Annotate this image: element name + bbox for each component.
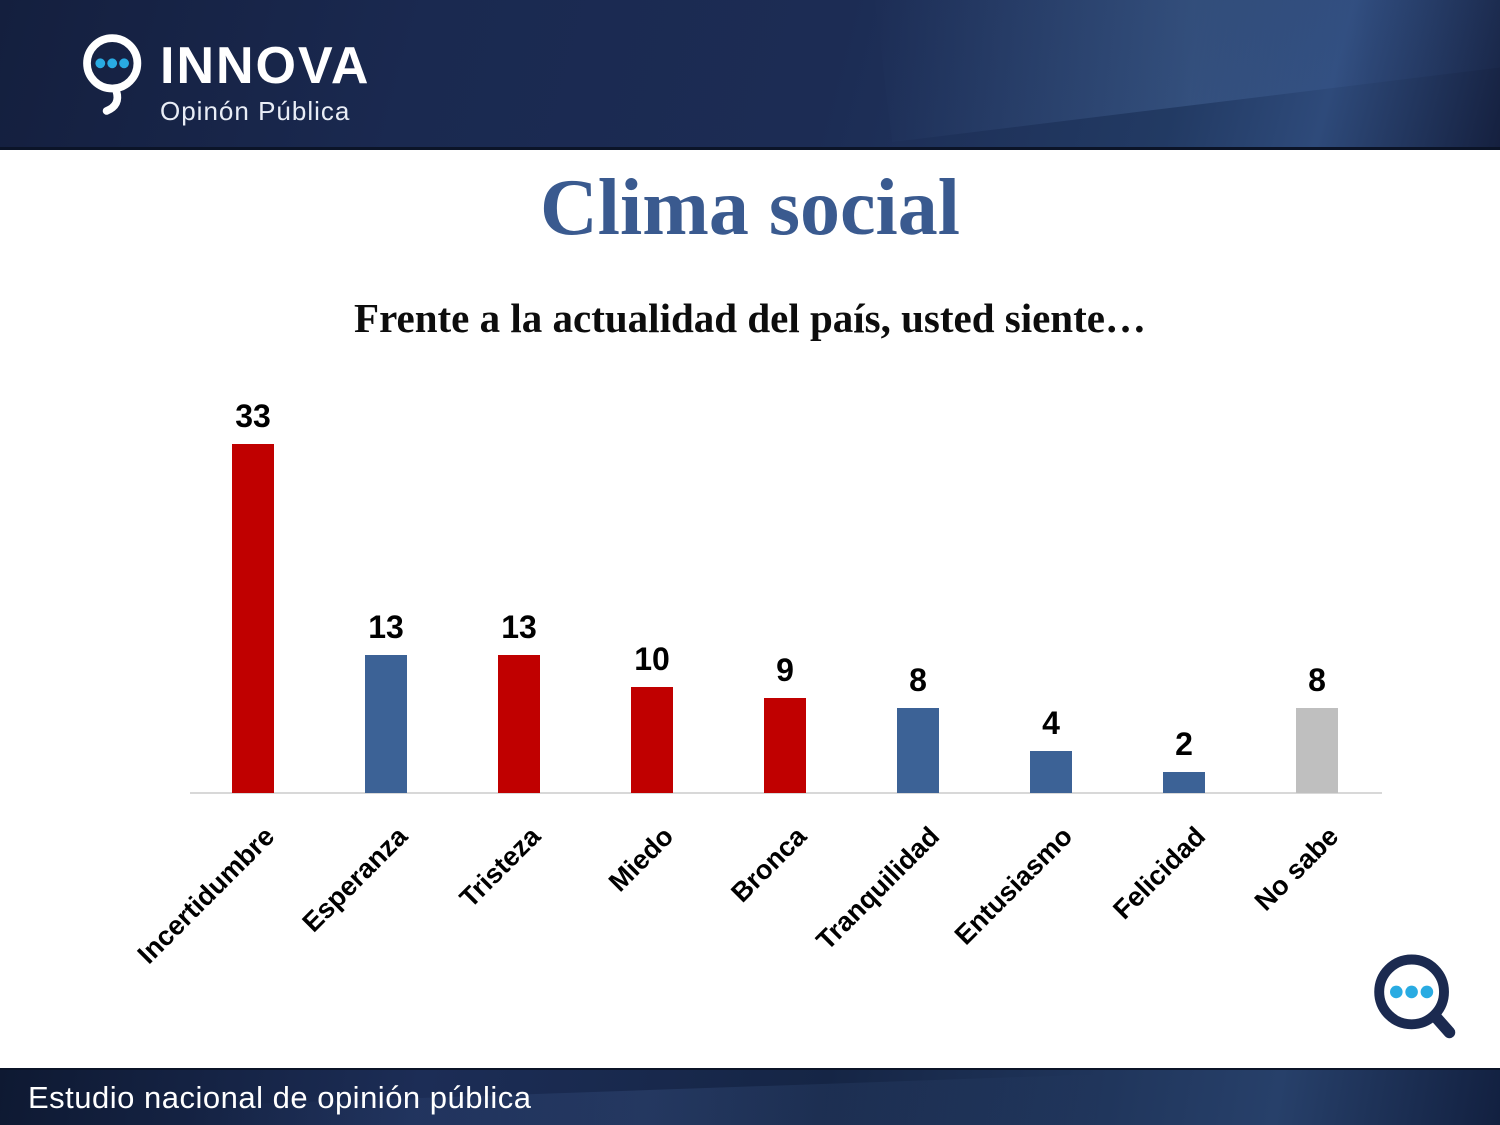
bar-incertidumbre bbox=[232, 444, 274, 793]
footer-band: Estudio nacional de opinión pública bbox=[0, 1068, 1500, 1125]
logo-text-block: INNOVA Opinón Pública bbox=[160, 32, 370, 127]
value-label-no-sabe: 8 bbox=[1308, 662, 1326, 698]
speech-bubble-magnifier-icon bbox=[83, 34, 142, 115]
question-text: Frente a la actualidad del país, usted s… bbox=[354, 295, 1146, 341]
slide-title: Clima social bbox=[540, 164, 960, 252]
value-label-tranquilidad: 8 bbox=[909, 662, 927, 698]
logo-wordmark: INNOVA bbox=[160, 37, 371, 95]
innova-logo: INNOVA Opinón Pública bbox=[80, 32, 370, 127]
bar-tranquilidad bbox=[897, 708, 939, 793]
bar-no-sabe bbox=[1296, 708, 1338, 793]
bar-esperanza bbox=[365, 655, 407, 793]
bar-tristeza bbox=[498, 655, 540, 793]
value-label-felicidad: 2 bbox=[1175, 726, 1193, 762]
value-label-entusiasmo: 4 bbox=[1042, 705, 1060, 741]
value-label-bronca: 9 bbox=[776, 652, 794, 688]
bar-entusiasmo bbox=[1030, 751, 1072, 793]
logo-tagline: Opinón Pública bbox=[160, 96, 351, 126]
bar-miedo bbox=[631, 687, 673, 793]
value-label-esperanza: 13 bbox=[368, 609, 404, 645]
bar-bronca bbox=[764, 698, 806, 793]
bar-felicidad bbox=[1163, 772, 1205, 793]
x-axis-line bbox=[190, 792, 1382, 794]
value-label-incertidumbre: 33 bbox=[235, 398, 271, 434]
header-band: INNOVA Opinón Pública bbox=[0, 0, 1500, 150]
value-label-tristeza: 13 bbox=[501, 609, 537, 645]
value-label-miedo: 10 bbox=[634, 641, 670, 677]
corner-logo-icon bbox=[1374, 954, 1456, 1039]
footer-text: Estudio nacional de opinión pública bbox=[28, 1079, 532, 1115]
